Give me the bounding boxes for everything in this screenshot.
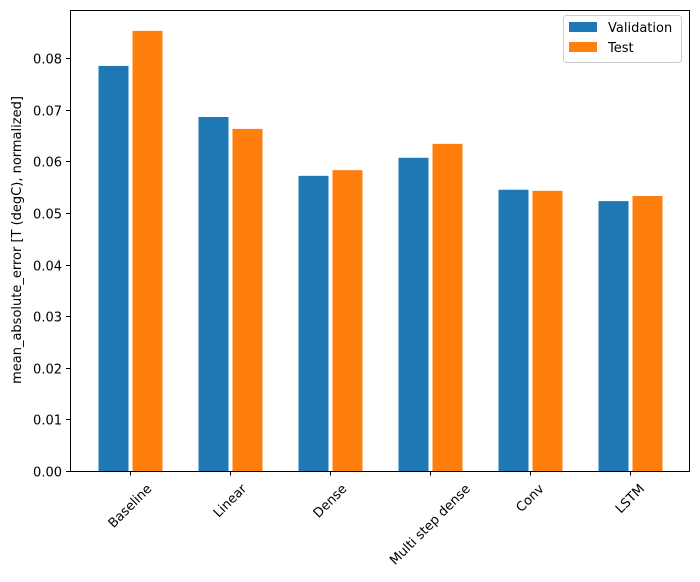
y-tick-label: 0.08 [33, 53, 62, 68]
legend-swatch-test [569, 42, 597, 52]
legend: Validation Test [563, 15, 682, 63]
y-tick-label: 0.04 [33, 260, 62, 275]
bar-validation-multi-step-dense [398, 157, 429, 471]
y-tick-label: 0.07 [33, 105, 62, 120]
y-tick-label: 0.05 [33, 208, 62, 223]
x-tick-label: Linear [211, 481, 251, 521]
y-tick-label: 0.03 [33, 311, 62, 326]
bar-test-multi-step-dense [432, 143, 463, 471]
x-tick-label: LSTM [613, 482, 648, 517]
bar-validation-dense [298, 175, 329, 471]
legend-label-validation: Validation [608, 21, 672, 36]
y-tick-label: 0.01 [33, 414, 62, 429]
plot-frame [70, 10, 690, 472]
legend-swatch-validation [569, 22, 597, 32]
bar-validation-baseline [98, 65, 129, 471]
bar-test-baseline [132, 30, 163, 472]
bar-test-linear [232, 128, 263, 471]
bar-validation-conv [498, 189, 529, 471]
x-axis: Baseline Linear Dense Multi step dense Conv L… [106, 471, 648, 569]
y-axis-label: mean_absolute_error [T (degC), normalize… [10, 96, 25, 384]
legend-label-test: Test [607, 41, 634, 56]
y-axis: 0.00 0.01 0.02 0.03 0.04 0.05 0.06 0.07 0.08 [33, 53, 71, 481]
bars [98, 30, 663, 472]
y-tick-label: 0.06 [33, 156, 62, 171]
bar-validation-linear [198, 117, 229, 472]
x-tick-label: Baseline [106, 482, 156, 532]
bar-test-lstm [632, 195, 663, 472]
y-tick-label: 0.00 [33, 466, 62, 481]
y-tick-label: 0.02 [33, 363, 62, 378]
x-tick-label: Multi step dense [387, 482, 474, 569]
x-tick-label: Dense [311, 482, 351, 522]
bar-test-dense [332, 170, 363, 471]
x-tick-label: Conv [514, 481, 548, 515]
bar-validation-lstm [598, 201, 629, 471]
bar-test-conv [532, 190, 563, 471]
